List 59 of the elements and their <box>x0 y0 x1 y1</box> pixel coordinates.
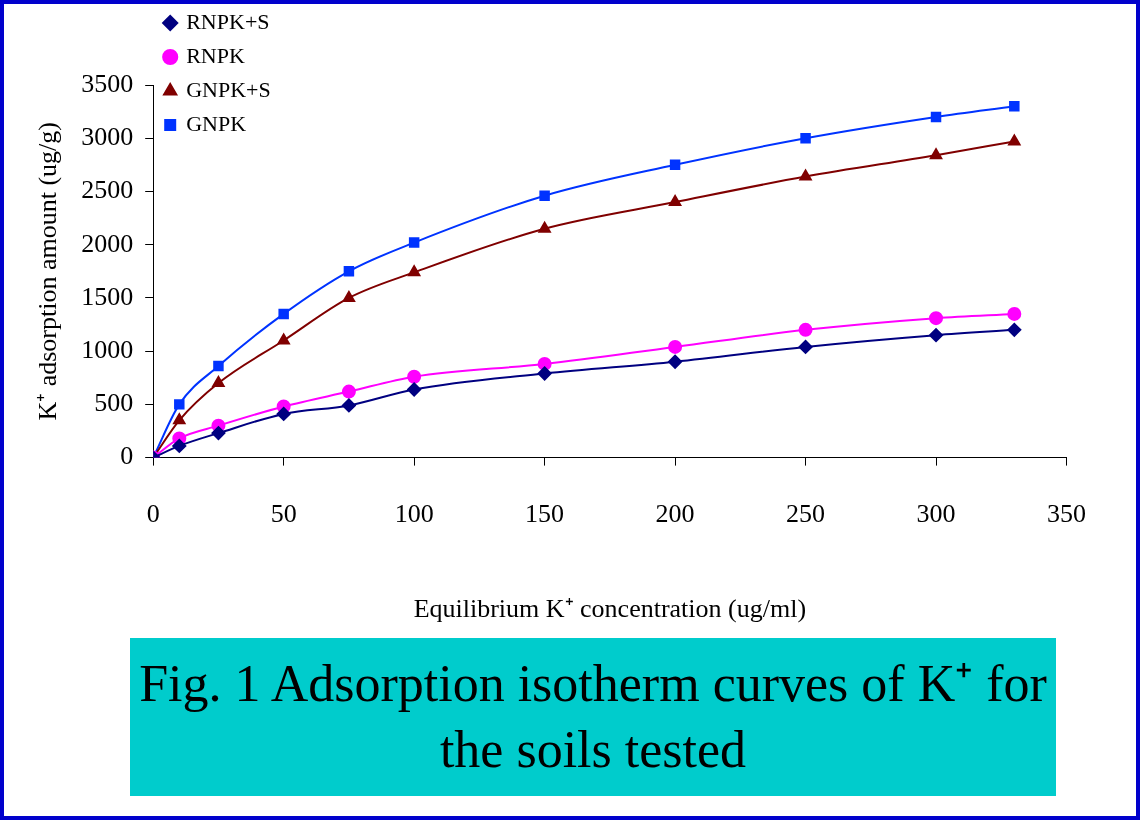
y-tick-label: 500 <box>94 388 134 418</box>
point <box>798 339 813 354</box>
point <box>669 159 681 171</box>
point <box>1007 322 1022 337</box>
point <box>343 266 355 277</box>
point <box>538 221 551 233</box>
point <box>407 369 422 384</box>
point <box>800 132 811 144</box>
y-tick-label: 1000 <box>81 334 134 364</box>
point <box>276 406 291 421</box>
y-tick-label: 0 <box>120 441 134 471</box>
point <box>799 169 812 181</box>
legend-label: GNPK <box>186 110 247 136</box>
point <box>212 376 225 388</box>
x-tick-label: 150 <box>525 499 565 529</box>
y-tick-label: 2500 <box>81 175 134 205</box>
point <box>173 413 186 425</box>
point <box>172 438 187 453</box>
point <box>1009 101 1020 112</box>
point <box>668 354 683 369</box>
y-axis-title: K⁺ adsorption amount (ug/g) <box>33 122 63 421</box>
legend-label: RNPK+S <box>186 8 270 34</box>
y-tick-label: 2000 <box>81 228 134 258</box>
x-tick-label: 100 <box>394 499 434 529</box>
point <box>537 366 552 381</box>
point <box>668 195 682 207</box>
x-tick-label: 200 <box>655 499 695 529</box>
legend-label: GNPK+S <box>186 76 271 102</box>
point <box>407 265 421 277</box>
point <box>798 322 813 337</box>
y-tick-label: 3500 <box>81 68 134 98</box>
point <box>929 328 944 343</box>
x-tick-label: 300 <box>916 499 956 529</box>
x-tick-label: 0 <box>146 499 160 529</box>
text: Fig. 1 Adsorption isotherm curves of K⁺ for the soils tested <box>138 654 1048 780</box>
legend-label: RNPK <box>186 42 245 68</box>
point <box>211 426 226 441</box>
point <box>342 290 356 302</box>
point <box>929 311 944 326</box>
point <box>341 384 356 399</box>
x-tick-label: 250 <box>786 499 826 529</box>
point <box>1007 306 1022 321</box>
x-axis-title: Equilibrium K⁺ concentration (ug/ml) <box>413 594 807 624</box>
point <box>174 399 185 410</box>
point <box>341 398 356 413</box>
point <box>539 190 550 201</box>
point <box>213 360 224 372</box>
point <box>408 237 420 248</box>
point <box>1008 134 1021 146</box>
y-tick-label: 3000 <box>81 122 134 152</box>
point <box>930 111 942 123</box>
x-tick-label: 50 <box>270 499 297 529</box>
x-tick-label: 350 <box>1047 499 1086 529</box>
point <box>277 333 290 345</box>
point <box>668 339 683 354</box>
point <box>407 382 422 397</box>
point <box>929 148 943 160</box>
y-tick-label: 1500 <box>81 281 134 311</box>
point <box>278 308 289 320</box>
